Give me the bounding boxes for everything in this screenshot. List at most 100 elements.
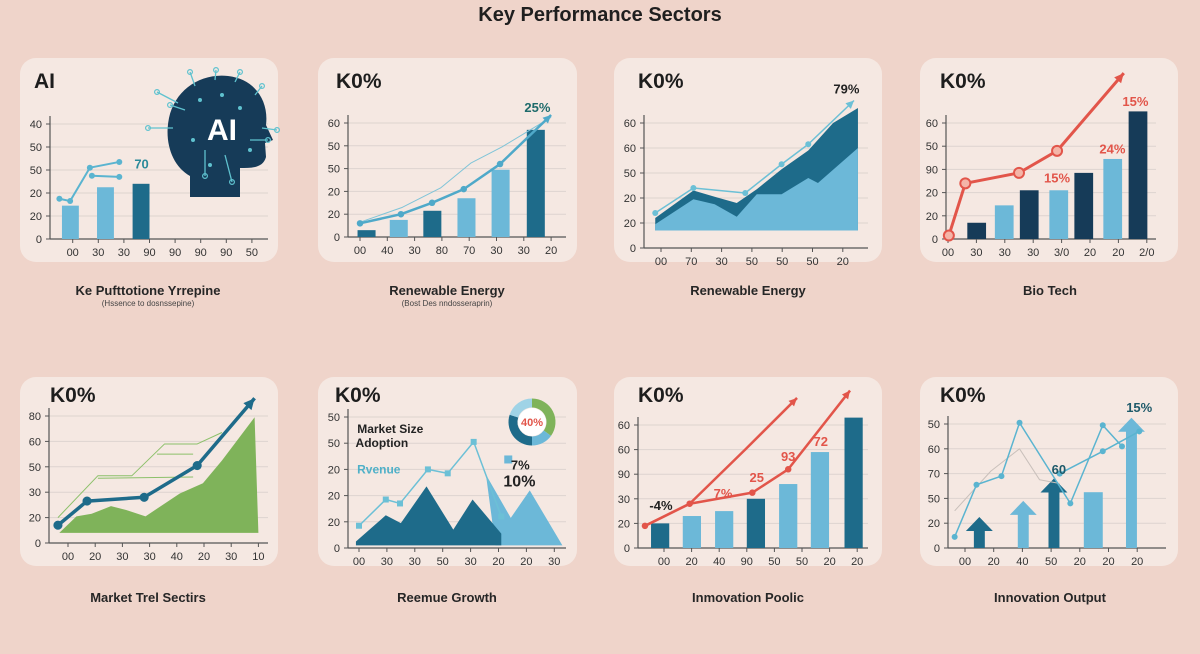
data-annotation: Market Size (357, 422, 423, 436)
data-point (356, 220, 364, 227)
data-point (652, 210, 659, 216)
data-annotation: 70 (134, 156, 148, 171)
area-series (485, 474, 563, 546)
x-tick-label: 40 (1016, 556, 1028, 568)
page-title: Key Performance Sectors (478, 4, 722, 26)
chart-caption: Market Trel Sectirs (90, 590, 206, 605)
data-annotation: 7% (714, 486, 733, 501)
y-tick-label: 20 (926, 211, 938, 223)
arrow-head-icon (841, 390, 851, 400)
y-tick-label: 0 (35, 538, 41, 550)
data-point (1118, 443, 1125, 450)
chart-caption: Renewable Energy (389, 283, 505, 298)
y-tick-label: 20 (328, 209, 340, 221)
bar (746, 498, 766, 548)
y-tick-label: 60 (328, 118, 340, 130)
chart-heading: K0% (336, 70, 382, 93)
chart-caption: Renewable Energy (690, 283, 806, 298)
bar (1128, 111, 1148, 239)
arrow-head-icon (542, 115, 552, 124)
x-tick-label: 30 (999, 247, 1011, 259)
x-tick-label: 40 (381, 245, 393, 257)
x-tick-label: 40 (713, 556, 725, 568)
y-tick-label: 20 (328, 491, 340, 503)
x-tick-label: 30 (970, 247, 982, 259)
y-tick-label: 60 (618, 445, 630, 457)
bar (1049, 190, 1069, 239)
data-annotation: 15% (1044, 171, 1070, 186)
chart-subcaption: (Hssence to dosnssepine) (101, 299, 195, 308)
area-series (355, 486, 502, 546)
x-tick-label: 30 (490, 245, 502, 257)
x-tick-label: 30 (116, 551, 128, 563)
bar (682, 516, 701, 548)
y-tick-label: 20 (30, 211, 42, 223)
y-tick-label: 40 (30, 119, 42, 131)
data-point (382, 496, 389, 503)
x-tick-label: 50 (768, 556, 780, 568)
y-tick-label: 30 (618, 494, 630, 506)
bar (132, 183, 150, 239)
data-annotation: 15% (1126, 400, 1152, 415)
bar (967, 222, 987, 239)
y-tick-label: 0 (36, 234, 42, 246)
y-tick-label: 30 (29, 487, 41, 499)
bar (389, 219, 408, 237)
y-tick-label: 60 (928, 444, 940, 456)
chart-caption: Innovation Output (994, 590, 1106, 605)
data-annotation: 7% (511, 457, 530, 472)
chart-heading: K0% (940, 384, 986, 407)
y-tick-label: 60 (624, 143, 636, 155)
x-tick-label: 20 (1102, 556, 1114, 568)
y-tick-label: 20 (624, 193, 636, 205)
bar (1019, 190, 1039, 239)
x-tick-label: 20 (89, 551, 101, 563)
x-tick-label: 50 (746, 256, 758, 268)
chart-caption: Inmovation Poolic (692, 590, 804, 605)
area-series (59, 417, 259, 533)
line-series (359, 116, 552, 223)
chart-caption: Ke Pufttotione Yrrepine (75, 283, 221, 298)
x-tick-label: 90 (195, 247, 207, 259)
x-tick-label: 30 (1027, 247, 1039, 259)
chart-heading: K0% (50, 384, 96, 407)
y-tick-label: 60 (29, 436, 41, 448)
data-point (139, 492, 149, 502)
data-annotation: 72 (814, 434, 828, 449)
data-point (86, 164, 93, 171)
chart-caption: Bio Tech (1023, 283, 1077, 298)
data-point (116, 158, 123, 165)
data-point (460, 185, 467, 193)
data-point (686, 500, 693, 507)
x-tick-label: 70 (685, 256, 697, 268)
y-tick-label: 90 (926, 164, 938, 176)
bar (491, 169, 510, 237)
x-tick-label: 80 (436, 245, 448, 257)
chart-heading: AI (34, 70, 55, 93)
x-tick-label: 50 (796, 556, 808, 568)
data-annotation: Adoption (356, 436, 409, 450)
y-tick-label: 0 (932, 234, 938, 246)
arrow-head-icon (788, 397, 798, 407)
data-annotation: Rvenue (357, 462, 401, 476)
data-point (742, 190, 749, 196)
y-tick-label: 0 (334, 543, 340, 555)
y-tick-label: 50 (30, 165, 42, 177)
data-annotation: 93 (781, 449, 795, 464)
data-point (356, 522, 362, 529)
data-point (470, 438, 477, 445)
y-tick-label: 20 (328, 464, 340, 476)
data-annotation: 25% (524, 100, 550, 115)
data-point (498, 513, 505, 520)
ai-icon-label: AI (207, 114, 237, 147)
x-tick-label: 00 (353, 556, 365, 568)
data-point (1013, 166, 1025, 179)
data-point (424, 466, 431, 473)
y-tick-label: 0 (934, 543, 940, 555)
x-tick-label: 30 (118, 247, 130, 259)
y-tick-label: 50 (30, 142, 42, 154)
y-tick-label: 50 (328, 438, 340, 450)
line-series (91, 174, 120, 178)
x-tick-label: 20 (823, 556, 835, 568)
